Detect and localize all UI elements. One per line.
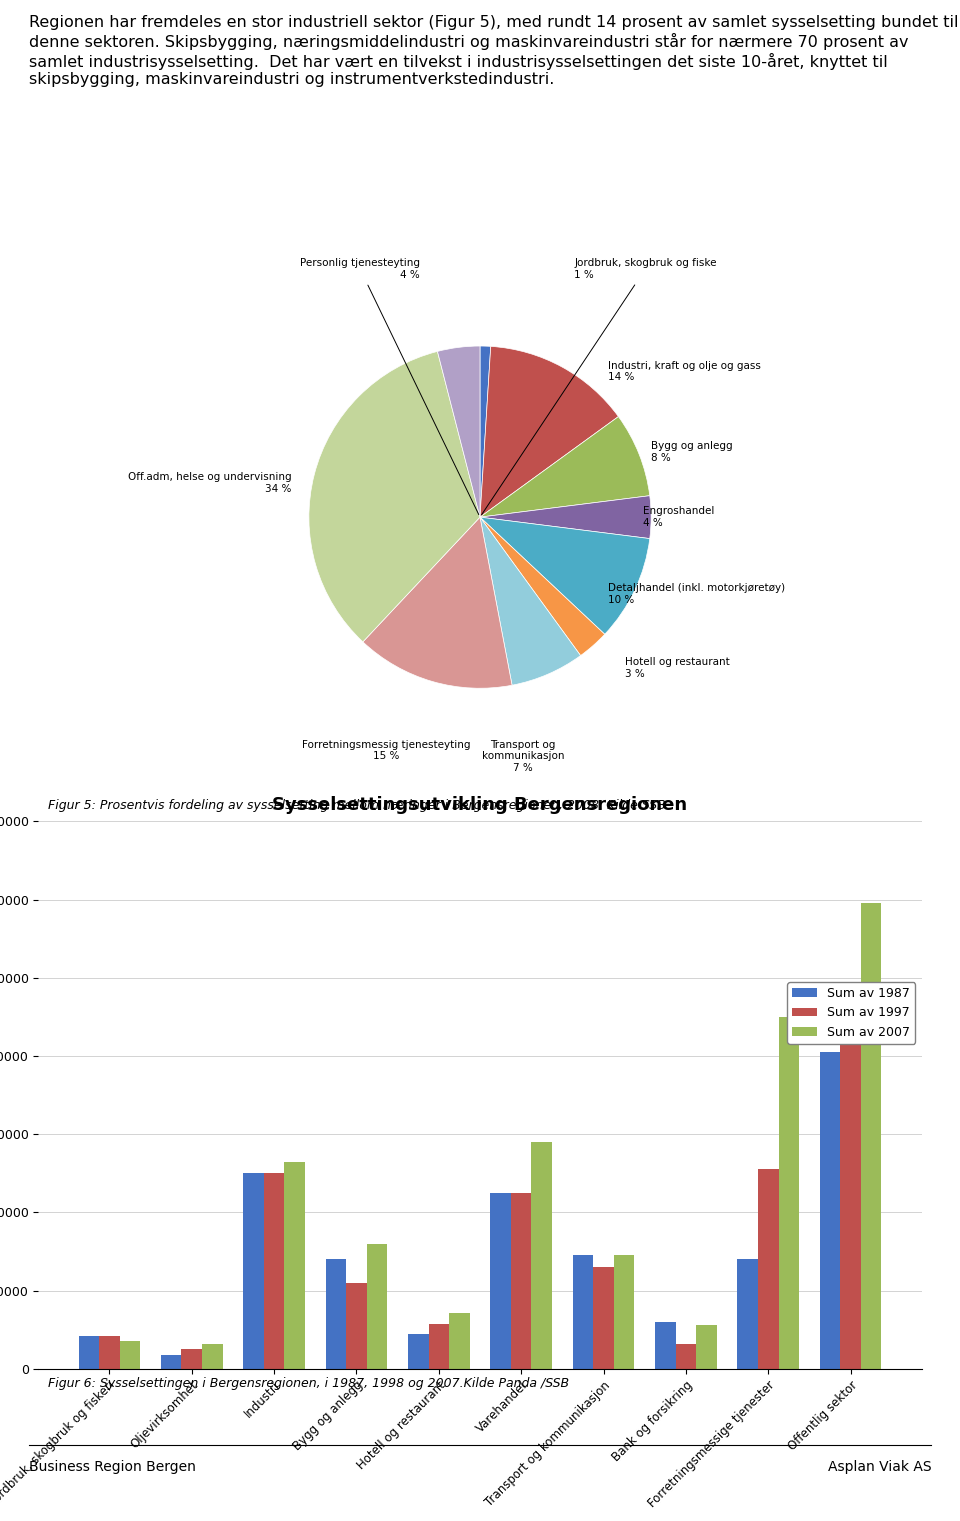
Bar [655, 1322, 676, 1369]
Text: Detaljhandel (inkl. motorkjøretøy)
10 %: Detaljhandel (inkl. motorkjøretøy) 10 % [609, 584, 785, 605]
Wedge shape [480, 517, 605, 656]
Bar [202, 1345, 223, 1369]
Wedge shape [438, 347, 480, 517]
Bar [161, 1355, 181, 1369]
Bar [408, 1334, 428, 1369]
Text: Engroshandel
4 %: Engroshandel 4 % [642, 506, 714, 528]
Bar [861, 903, 881, 1369]
Wedge shape [480, 496, 651, 538]
Bar [99, 1335, 120, 1369]
Bar [243, 1173, 264, 1369]
Bar [613, 1255, 635, 1369]
Bar [511, 1192, 532, 1369]
Bar [120, 1340, 140, 1369]
Bar [779, 1018, 799, 1369]
Wedge shape [480, 517, 581, 686]
Bar [449, 1313, 469, 1369]
Text: Transport og
kommunikasjon
7 %: Transport og kommunikasjon 7 % [482, 739, 564, 773]
Wedge shape [480, 347, 618, 517]
Wedge shape [309, 351, 480, 642]
Wedge shape [480, 347, 491, 517]
Text: Figur 6: Sysselsettingen i Bergensregionen, i 1987, 1998 og 2007.Kilde Panda /SS: Figur 6: Sysselsettingen i Bergensregion… [48, 1377, 569, 1390]
Bar [347, 1282, 367, 1369]
Bar [840, 998, 861, 1369]
Bar [428, 1323, 449, 1369]
Bar [758, 1170, 779, 1369]
Bar [325, 1259, 347, 1369]
Text: Off.adm, helse og undervisning
34 %: Off.adm, helse og undervisning 34 % [128, 472, 292, 494]
Wedge shape [363, 517, 512, 687]
Bar [284, 1162, 305, 1369]
Text: Industri, kraft og olje og gass
14 %: Industri, kraft og olje og gass 14 % [609, 360, 761, 382]
Bar [181, 1349, 202, 1369]
Bar [264, 1173, 284, 1369]
Bar [676, 1345, 696, 1369]
Bar [532, 1142, 552, 1369]
Text: Jordbruk, skogbruk og fiske
1 %: Jordbruk, skogbruk og fiske 1 % [482, 259, 716, 514]
Bar [696, 1325, 717, 1369]
Bar [737, 1259, 758, 1369]
Wedge shape [480, 417, 650, 517]
Legend: Sum av 1987, Sum av 1997, Sum av 2007: Sum av 1987, Sum av 1997, Sum av 2007 [787, 983, 915, 1043]
Bar [367, 1244, 387, 1369]
Bar [573, 1255, 593, 1369]
Text: Figur 5: Prosentvis fordeling av sysselsetting mellom næringer i Bergensregionen: Figur 5: Prosentvis fordeling av syssels… [48, 799, 665, 812]
Wedge shape [480, 517, 650, 634]
Text: Regionen har fremdeles en stor industriell sektor (Figur 5), med rundt 14 prosen: Regionen har fremdeles en stor industrie… [29, 15, 958, 87]
Bar [79, 1335, 99, 1369]
Text: Asplan Viak AS: Asplan Viak AS [828, 1460, 931, 1474]
Title: Sysselsettingsutvikling Bergensregionen: Sysselsettingsutvikling Bergensregionen [273, 795, 687, 814]
Text: Personlig tjenesteyting
4 %: Personlig tjenesteyting 4 % [300, 259, 479, 514]
Bar [593, 1267, 613, 1369]
Bar [820, 1053, 840, 1369]
Bar [491, 1192, 511, 1369]
Text: Hotell og restaurant
3 %: Hotell og restaurant 3 % [626, 657, 731, 678]
Text: Business Region Bergen: Business Region Bergen [29, 1460, 196, 1474]
Text: Forretningsmessig tjenesteyting
15 %: Forretningsmessig tjenesteyting 15 % [301, 739, 470, 760]
Text: Bygg og anlegg
8 %: Bygg og anlegg 8 % [651, 441, 732, 462]
